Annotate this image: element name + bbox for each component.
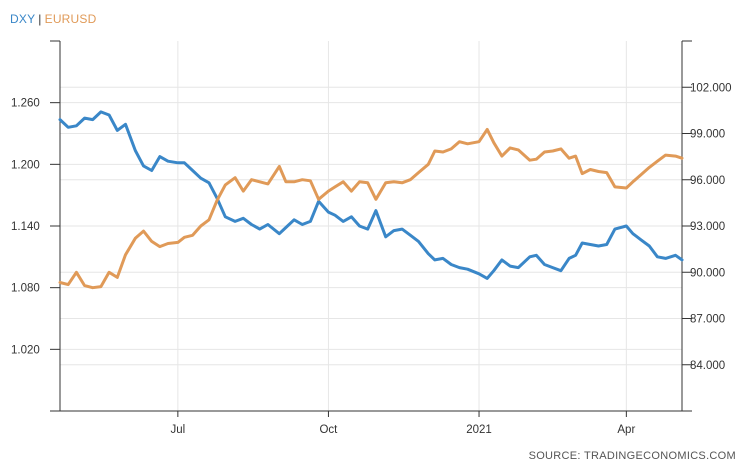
- legend-dxy[interactable]: DXY: [10, 12, 36, 26]
- right-tick-label-4: 90.000: [690, 267, 725, 279]
- x-tick-label-2: 2021: [466, 424, 492, 436]
- left-tick-label-3: 1.080: [11, 283, 40, 295]
- left-tick-label-2: 1.140: [11, 221, 40, 233]
- source-note: SOURCE: TRADINGECONOMICS.COM: [528, 450, 736, 462]
- grid-lines: [60, 41, 682, 411]
- legend-eurusd[interactable]: EURUSD: [44, 12, 97, 26]
- legend-separator: |: [38, 12, 42, 26]
- x-tick-label-3: Apr: [617, 424, 635, 436]
- right-tick-label-0: 102.000: [690, 82, 732, 94]
- x-tick-label-0: Jul: [171, 424, 186, 436]
- right-tick-label-3: 93.000: [690, 221, 725, 233]
- right-tick-label-2: 96.000: [690, 175, 725, 187]
- right-tick-label-6: 84.000: [690, 360, 725, 372]
- left-tick-label-1: 1.200: [11, 159, 40, 171]
- chart-legend: DXY | EURUSD: [10, 12, 96, 26]
- series-lines: [58, 110, 684, 290]
- x-tick-label-1: Oct: [319, 424, 338, 436]
- series-line-dxy: [58, 110, 684, 280]
- right-tick-label-5: 87.000: [690, 314, 725, 326]
- right-tick-label-1: 99.000: [690, 129, 725, 141]
- axes: 1.260 1.200 1.140 1.080 1.020 102.000 99.000 96…: [11, 40, 732, 436]
- left-tick-label-0: 1.260: [11, 98, 40, 110]
- left-tick-label-4: 1.020: [11, 344, 40, 356]
- series-line-eurusd: [58, 127, 684, 290]
